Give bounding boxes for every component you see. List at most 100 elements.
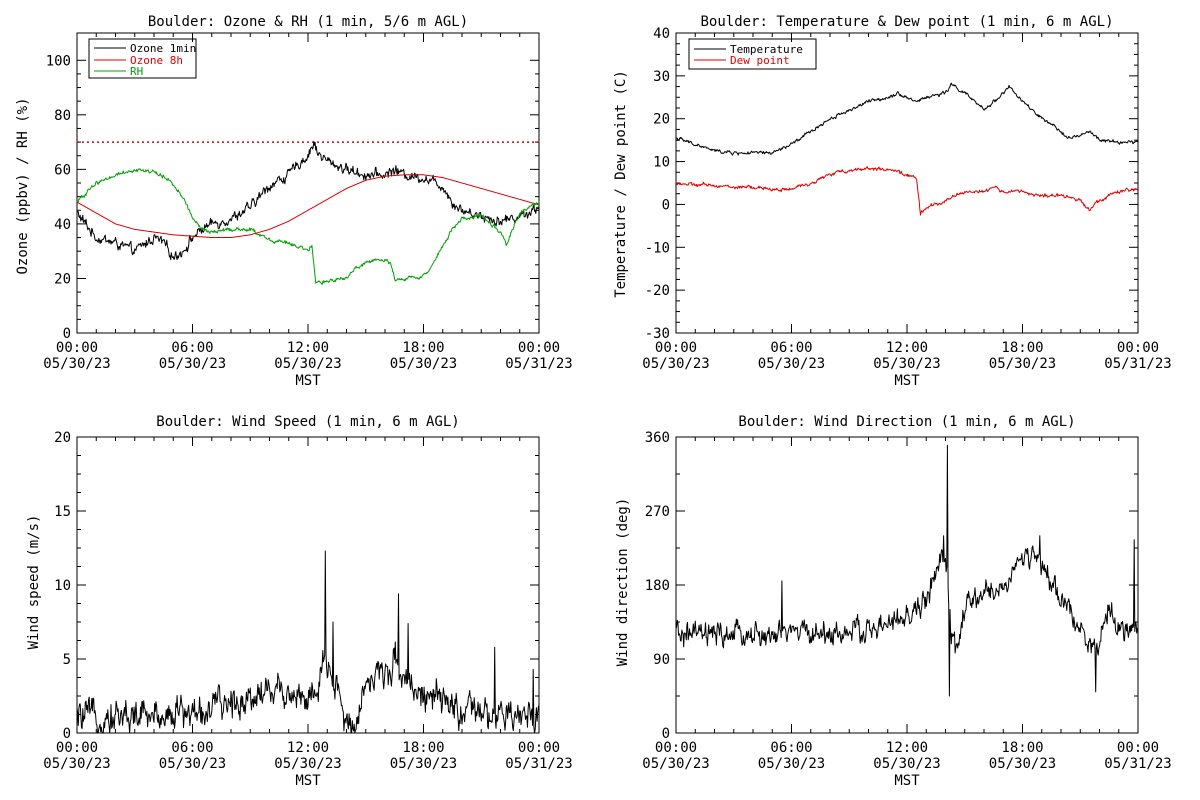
legend-label: RH (130, 65, 143, 78)
y-tick-label: 100 (46, 53, 71, 69)
legend-label: Dew point (730, 54, 790, 67)
y-tick-label: 10 (54, 578, 71, 594)
y-tick-label: 80 (54, 108, 71, 124)
x-tick-labels: 00:00 05/30/23 06:00 05/30/23 12:00 05/3… (43, 740, 572, 772)
x-tick-labels: 00:00 05/30/23 06:00 05/30/23 12:00 05/3… (642, 740, 1171, 772)
y-tick-label: 40 (54, 217, 71, 233)
x-tick-date: 05/30/23 (390, 756, 457, 772)
y-axis-label: Wind direction (deg) (615, 498, 631, 667)
y-tick-label: -20 (645, 283, 670, 299)
legend-label: Ozone 8h (130, 54, 183, 67)
y-tick-label: 60 (54, 162, 71, 178)
y-tick-label: 40 (653, 26, 670, 42)
series-line-dew-point (675, 166, 1139, 216)
x-tick-date: 05/30/23 (390, 356, 457, 372)
x-tick-time: 00:00 (518, 740, 560, 756)
series-line-ozone-1min (76, 140, 540, 261)
y-tick-label: -10 (645, 240, 670, 256)
chart-title: Boulder: Temperature & Dew point (1 min,… (700, 14, 1113, 30)
chart-title: Boulder: Wind Speed (1 min, 6 m AGL) (156, 414, 459, 430)
x-tick-time: 00:00 (518, 340, 560, 356)
x-tick-time: 18:00 (402, 340, 444, 356)
x-tick-date: 05/30/23 (274, 756, 341, 772)
series-line-rh (76, 168, 540, 286)
x-axis-label: MST (894, 773, 920, 789)
y-tick-label: 360 (645, 430, 670, 446)
x-tick-date: 05/30/23 (989, 756, 1056, 772)
y-tick-label: 20 (54, 430, 71, 446)
x-tick-time: 06:00 (171, 340, 213, 356)
x-tick-time: 00:00 (56, 740, 98, 756)
y-tick-label: 5 (63, 652, 71, 668)
x-tick-time: 12:00 (886, 340, 928, 356)
x-tick-date: 05/30/23 (758, 356, 825, 372)
x-tick-time: 06:00 (171, 740, 213, 756)
x-tick-time: 00:00 (1117, 340, 1159, 356)
series-line-temperature (675, 82, 1139, 156)
x-axis-label: MST (295, 773, 321, 789)
y-tick-label: 0 (662, 197, 670, 213)
x-tick-date: 05/30/23 (159, 756, 226, 772)
x-tick-date: 05/30/23 (274, 356, 341, 372)
x-tick-date: 05/30/23 (758, 756, 825, 772)
legend: Ozone 1min Ozone 8h RH (88, 38, 197, 79)
y-tick-label: 90 (653, 652, 670, 668)
y-tick-label: 10 (653, 155, 670, 171)
y-tick-label: 180 (645, 578, 670, 594)
x-tick-date: 05/30/23 (989, 356, 1056, 372)
plot-area-ozone_rh: 0 20 40 60 80 100 (46, 32, 540, 342)
y-tick-label: -30 (645, 326, 670, 342)
x-tick-date: 05/30/23 (642, 756, 709, 772)
x-tick-date: 05/31/23 (505, 356, 572, 372)
legend-label: Temperature (730, 43, 803, 56)
panel-ozone-rh: Boulder: Ozone & RH (1 min, 5/6 m AGL) O… (15, 14, 573, 389)
series-line-wind_direction (675, 444, 1139, 697)
x-tick-time: 00:00 (655, 340, 697, 356)
x-tick-time: 06:00 (770, 740, 812, 756)
x-tick-time: 18:00 (402, 740, 444, 756)
y-tick-label: 30 (653, 69, 670, 85)
series-line-wind_speed (76, 550, 540, 734)
x-tick-time: 12:00 (287, 740, 329, 756)
x-tick-date: 05/31/23 (505, 756, 572, 772)
x-tick-time: 00:00 (1117, 740, 1159, 756)
x-tick-date: 05/30/23 (43, 756, 110, 772)
legend-label: Ozone 1min (130, 42, 196, 55)
x-axis-label: MST (894, 373, 920, 389)
y-tick-label: 270 (645, 504, 670, 520)
x-tick-date: 05/30/23 (43, 356, 110, 372)
y-tick-label: 20 (54, 271, 71, 287)
series-line-ozone-8h (76, 174, 540, 238)
x-tick-time: 00:00 (56, 340, 98, 356)
panel-temperature-dewpoint: Boulder: Temperature & Dew point (1 min,… (613, 14, 1172, 389)
y-tick-label: 15 (54, 504, 71, 520)
x-tick-labels: 00:00 05/30/23 06:00 05/30/23 12:00 05/3… (642, 340, 1171, 372)
x-tick-time: 00:00 (655, 740, 697, 756)
legend-box (688, 38, 817, 70)
plot-area-wind_speed: 0 5 10 15 20 (54, 430, 540, 742)
chart-title: Boulder: Ozone & RH (1 min, 5/6 m AGL) (148, 14, 468, 30)
y-axis-label: Temperature / Dew point (C) (613, 70, 629, 298)
x-tick-date: 05/30/23 (642, 356, 709, 372)
x-tick-time: 12:00 (287, 340, 329, 356)
x-tick-date: 05/31/23 (1104, 756, 1171, 772)
x-tick-time: 18:00 (1001, 340, 1043, 356)
y-axis-label: Wind speed (m/s) (26, 515, 42, 650)
x-tick-time: 06:00 (770, 340, 812, 356)
plot-area-temp_dew: -30 -20 -10 0 10 20 30 40 (645, 26, 1139, 342)
plot-area-wind_direction: 0 90 180 270 360 (645, 430, 1139, 742)
chart-title: Boulder: Wind Direction (1 min, 6 m AGL) (738, 414, 1075, 430)
x-tick-time: 12:00 (886, 740, 928, 756)
y-tick-label: 20 (653, 112, 670, 128)
x-tick-date: 05/30/23 (873, 356, 940, 372)
y-tick-label: 0 (63, 726, 71, 742)
x-tick-date: 05/31/23 (1104, 356, 1171, 372)
x-axis-label: MST (295, 373, 321, 389)
x-tick-time: 18:00 (1001, 740, 1043, 756)
y-tick-label: 0 (63, 326, 71, 342)
x-tick-labels: 00:00 05/30/23 06:00 05/30/23 12:00 05/3… (43, 340, 572, 372)
y-axis-label: Ozone (ppbv) / RH (%) (15, 97, 31, 274)
y-tick-label: 0 (662, 726, 670, 742)
